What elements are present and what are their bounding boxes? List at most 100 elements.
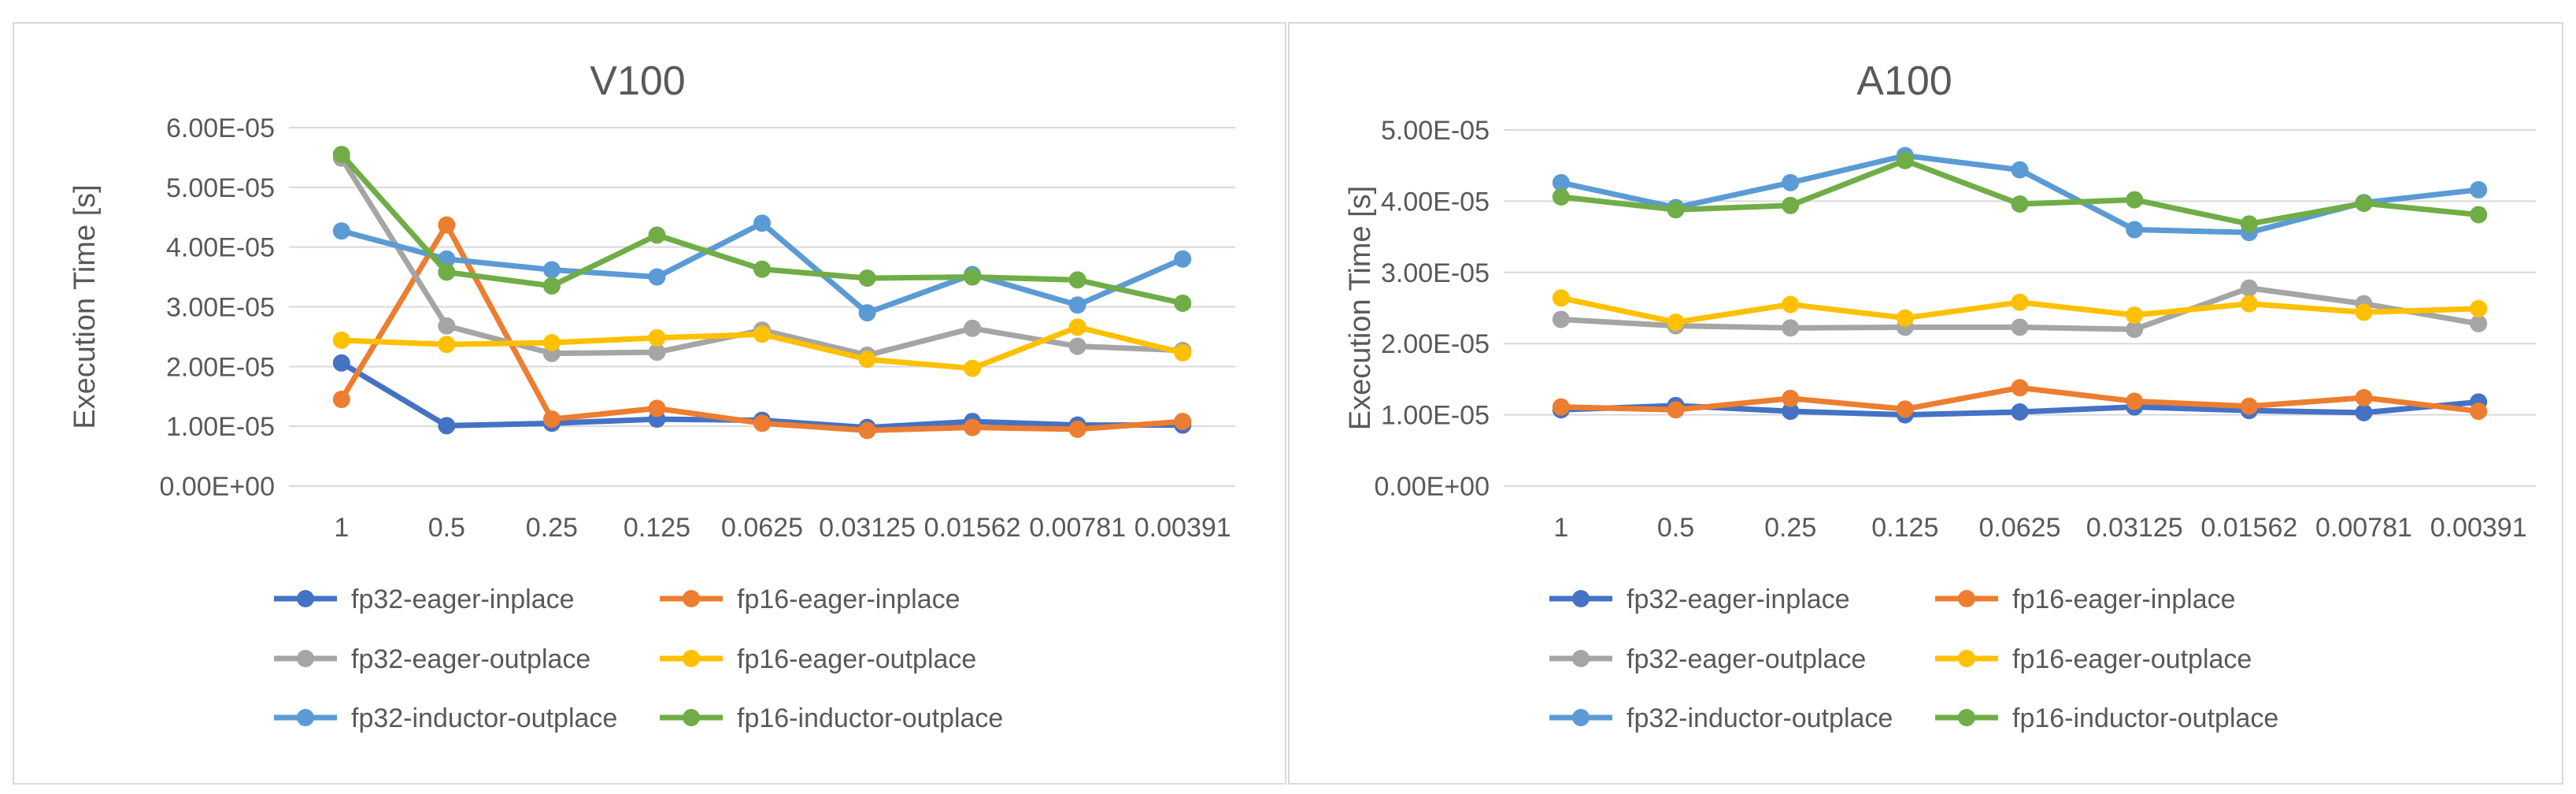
legend-marker	[1958, 709, 1975, 726]
y-axis-title: Execution Time [s]	[68, 184, 102, 429]
data-point	[2355, 388, 2373, 406]
data-point	[1782, 389, 1800, 407]
y-tick-label: 1.00E-05	[1381, 401, 1490, 431]
legend-label: fp32-eager-inplace	[1627, 584, 1850, 614]
legend-marker	[683, 590, 700, 607]
data-point	[332, 354, 350, 372]
legend-marker	[683, 650, 700, 667]
data-point	[1068, 271, 1086, 289]
legend-label: fp16-eager-outplace	[2012, 644, 2252, 674]
data-point	[1174, 294, 1192, 312]
data-point	[1174, 250, 1192, 268]
x-tick-label: 0.03125	[2086, 513, 2183, 543]
y-tick-label: 2.00E-05	[1381, 329, 1490, 359]
data-point	[1552, 289, 1570, 307]
data-point	[753, 414, 771, 432]
data-point	[648, 343, 666, 362]
data-point	[332, 391, 350, 409]
data-point	[2240, 295, 2258, 313]
data-point	[1667, 401, 1685, 419]
data-point	[753, 214, 771, 232]
data-point	[648, 226, 666, 244]
legend-marker	[1958, 650, 1975, 667]
data-point	[2126, 321, 2144, 339]
data-point	[858, 269, 876, 288]
legend-marker	[297, 590, 314, 607]
data-point	[542, 261, 561, 279]
data-point	[858, 421, 876, 440]
legend-marker	[1572, 709, 1590, 726]
data-point	[438, 263, 456, 281]
data-point	[2240, 279, 2258, 297]
legend-label: fp16-inductor-outplace	[2012, 703, 2278, 733]
y-tick-label: 4.00E-05	[1381, 187, 1490, 217]
data-point	[648, 399, 666, 417]
x-tick-label: 0.03125	[819, 513, 916, 543]
legend-marker	[297, 709, 314, 726]
legend-label: fp16-eager-outplace	[737, 644, 976, 674]
data-point	[1552, 187, 1570, 206]
data-point	[1896, 151, 1914, 169]
data-point	[1782, 173, 1800, 191]
y-tick-label: 2.00E-05	[166, 352, 275, 382]
x-tick-label: 0.25	[526, 513, 578, 543]
chart-title: V100	[590, 58, 685, 104]
y-tick-label: 1.00E-05	[166, 412, 275, 442]
y-tick-label: 3.00E-05	[1381, 258, 1490, 288]
data-point	[2126, 221, 2144, 239]
data-point	[542, 276, 561, 295]
y-tick-label: 3.00E-05	[166, 293, 275, 323]
legend-label: fp16-eager-inplace	[2012, 584, 2236, 614]
data-point	[542, 334, 561, 351]
data-point	[332, 222, 350, 240]
data-point	[964, 319, 982, 337]
x-tick-label: 0.125	[624, 513, 690, 543]
data-point	[2126, 191, 2144, 209]
legend-label: fp32-inductor-outplace	[1627, 703, 1893, 733]
y-tick-label: 4.00E-05	[166, 233, 275, 263]
y-tick-label: 5.00E-05	[1381, 116, 1490, 146]
y-tick-label: 0.00E+00	[159, 472, 275, 502]
data-point	[648, 268, 666, 286]
chart-title: A100	[1856, 58, 1952, 104]
x-tick-label: 0.5	[428, 513, 465, 543]
data-point	[1068, 337, 1086, 355]
data-point	[964, 268, 982, 286]
data-point	[2011, 161, 2029, 179]
x-tick-label: 0.00391	[1134, 513, 1231, 543]
data-point	[2011, 195, 2029, 213]
data-point	[2011, 293, 2029, 311]
x-tick-label: 0.125	[1871, 513, 1938, 543]
x-tick-label: 0.00781	[2315, 513, 2412, 543]
x-tick-label: 0.01562	[924, 513, 1021, 543]
data-point	[648, 328, 666, 347]
x-tick-label: 0.01562	[2200, 513, 2297, 543]
x-tick-label: 0.00391	[2430, 513, 2527, 543]
data-point	[1174, 413, 1192, 431]
y-tick-label: 6.00E-05	[166, 113, 275, 143]
chart-a100: A100 0.00E+00 1.00E-05 2.00E-05 3.00E-05 4.00…	[1288, 22, 2563, 785]
data-point	[332, 146, 350, 164]
data-point	[2240, 215, 2258, 233]
legend-marker	[1572, 650, 1590, 667]
legend-marker	[297, 650, 314, 667]
data-point	[2011, 318, 2029, 336]
legend-label: fp32-eager-inplace	[351, 584, 575, 614]
legend-marker	[1572, 590, 1590, 607]
data-point	[2470, 299, 2488, 317]
data-point	[2355, 195, 2373, 213]
data-point	[2011, 379, 2029, 397]
legend-label: fp16-inductor-outplace	[737, 703, 1003, 733]
data-point	[1896, 309, 1914, 327]
legend-label: fp32-eager-outplace	[1627, 644, 1866, 674]
data-point	[2126, 306, 2144, 325]
data-point	[1174, 343, 1192, 362]
data-point	[438, 216, 456, 234]
chart-v100: V100 0.00E+00 1.00E-05 2.00E-05 3.00E-05 4.00…	[13, 22, 1286, 785]
data-point	[2126, 392, 2144, 410]
legend-marker	[1958, 590, 1975, 607]
data-point	[858, 304, 876, 322]
data-point	[1782, 319, 1800, 337]
legend-label: fp32-inductor-outplace	[351, 703, 617, 733]
data-point	[1068, 420, 1086, 438]
